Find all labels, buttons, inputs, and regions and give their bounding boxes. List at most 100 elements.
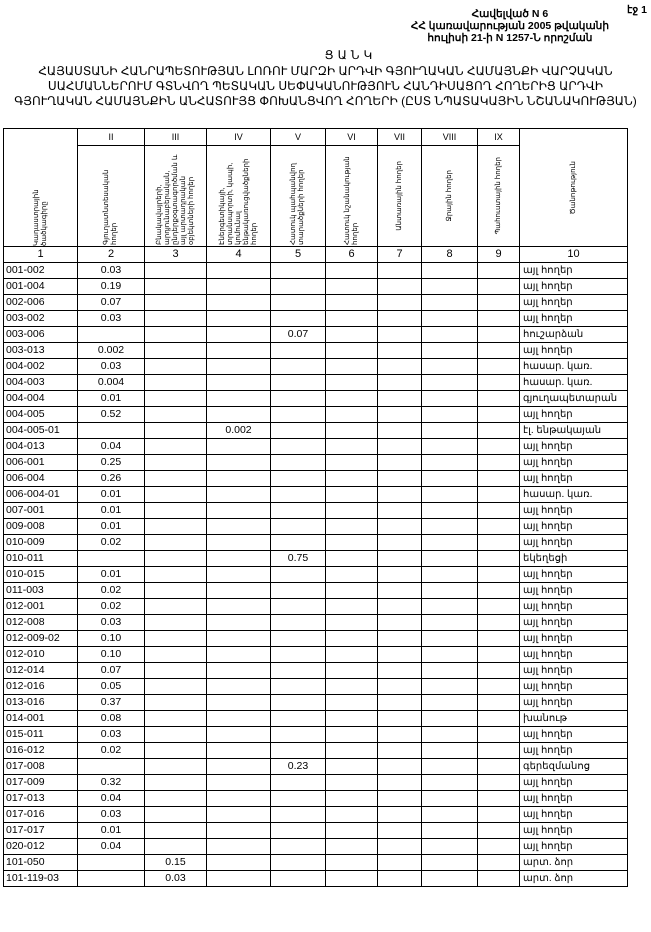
forest-value [377, 326, 422, 343]
page-number: էջ 1 [626, 4, 647, 16]
protected-value [270, 342, 326, 359]
protected-value: 0.07 [270, 326, 326, 343]
cadastral-code: 003-002 [3, 310, 78, 327]
column-header: Հատուկ պահպանվող տարածքների հողեր [270, 145, 326, 247]
cadastral-code: 012-010 [3, 646, 78, 663]
protected-value [270, 262, 326, 279]
settlement-value [144, 822, 207, 839]
note-cell: խանութ [519, 710, 628, 727]
water-value [421, 358, 478, 375]
energy-value [206, 854, 271, 871]
reserve-value [477, 454, 520, 471]
protected-value [270, 790, 326, 807]
table-row: 017-008 0.23 գերեզմանոց [3, 758, 628, 775]
water-value [421, 806, 478, 823]
note-cell: այլ հողեր [519, 438, 628, 455]
table-row: 003-013 0.002 այլ հողեր [3, 342, 628, 359]
table-row: 012-001 0.02 այլ հողեր [3, 598, 628, 615]
special-value [325, 550, 378, 567]
agricultural-value: 0.04 [77, 838, 145, 855]
table-row: 017-016 0.03 այլ հողեր [3, 806, 628, 823]
header-text: Ծանոթություն [569, 160, 577, 215]
energy-value [206, 726, 271, 743]
note-cell: այլ հողեր [519, 310, 628, 327]
table-row: 010-009 0.02 այլ հողեր [3, 534, 628, 551]
settlement-value [144, 550, 207, 567]
note-cell: այլ հողեր [519, 678, 628, 695]
table-row: 001-002 0.03 այլ հողեր [3, 262, 628, 279]
energy-value [206, 710, 271, 727]
protected-value [270, 486, 326, 503]
energy-value [206, 390, 271, 407]
land-table: Կադաստրային ծածկագիրը II III IV V VI VII… [3, 128, 628, 887]
agricultural-value [77, 326, 145, 343]
protected-value [270, 374, 326, 391]
header-text: Պահուստային հողեր [494, 157, 502, 235]
table-row: 007-001 0.01 այլ հողեր [3, 502, 628, 519]
note-cell: այլ հողեր [519, 790, 628, 807]
protected-value [270, 598, 326, 615]
table-row: 004-005 0.52 այլ հողեր [3, 406, 628, 423]
reserve-value [477, 774, 520, 791]
note-cell: այլ հողեր [519, 566, 628, 583]
water-value [421, 278, 478, 295]
table-row: 014-001 0.08 խանութ [3, 710, 628, 727]
forest-value [377, 566, 422, 583]
roman-numeral: V [270, 128, 326, 146]
reserve-value [477, 390, 520, 407]
protected-value [270, 310, 326, 327]
cadastral-code: 004-013 [3, 438, 78, 455]
forest-value [377, 598, 422, 615]
note-cell: արտ. ձոր [519, 870, 628, 887]
reserve-value [477, 518, 520, 535]
reserve-value [477, 790, 520, 807]
agricultural-value: 0.03 [77, 806, 145, 823]
energy-value [206, 486, 271, 503]
note-cell: այլ հողեր [519, 630, 628, 647]
settlement-value [144, 278, 207, 295]
roman-numeral: II [77, 128, 145, 146]
forest-value [377, 822, 422, 839]
forest-value [377, 774, 422, 791]
water-value [421, 374, 478, 391]
reserve-value [477, 422, 520, 439]
reserve-value [477, 278, 520, 295]
agricultural-value: 0.10 [77, 630, 145, 647]
special-value [325, 566, 378, 583]
protected-value [270, 870, 326, 887]
water-value [421, 870, 478, 887]
energy-value [206, 278, 271, 295]
table-row: 004-013 0.04 այլ հողեր [3, 438, 628, 455]
roman-numeral: III [144, 128, 207, 146]
forest-value [377, 422, 422, 439]
water-value [421, 454, 478, 471]
forest-value [377, 262, 422, 279]
forest-value [377, 630, 422, 647]
table-row: 003-002 0.03 այլ հողեր [3, 310, 628, 327]
settlement-value [144, 374, 207, 391]
agricultural-value [77, 854, 145, 871]
table-row: 017-017 0.01 այլ հողեր [3, 822, 628, 839]
reserve-value [477, 662, 520, 679]
settlement-value [144, 534, 207, 551]
forest-value [377, 662, 422, 679]
reserve-value [477, 566, 520, 583]
energy-value [206, 262, 271, 279]
special-value [325, 822, 378, 839]
agricultural-value: 0.10 [77, 646, 145, 663]
reserve-value [477, 694, 520, 711]
note-cell: այլ հողեր [519, 278, 628, 295]
reserve-value [477, 550, 520, 567]
table-row: 003-006 0.07 հուշարձան [3, 326, 628, 343]
protected-value [270, 470, 326, 487]
column-number: 9 [477, 246, 520, 263]
note-cell: այլ հողեր [519, 822, 628, 839]
special-value [325, 422, 378, 439]
settlement-value [144, 294, 207, 311]
special-value [325, 614, 378, 631]
reserve-value [477, 726, 520, 743]
protected-value: 0.75 [270, 550, 326, 567]
energy-value [206, 550, 271, 567]
energy-value [206, 806, 271, 823]
special-value [325, 598, 378, 615]
